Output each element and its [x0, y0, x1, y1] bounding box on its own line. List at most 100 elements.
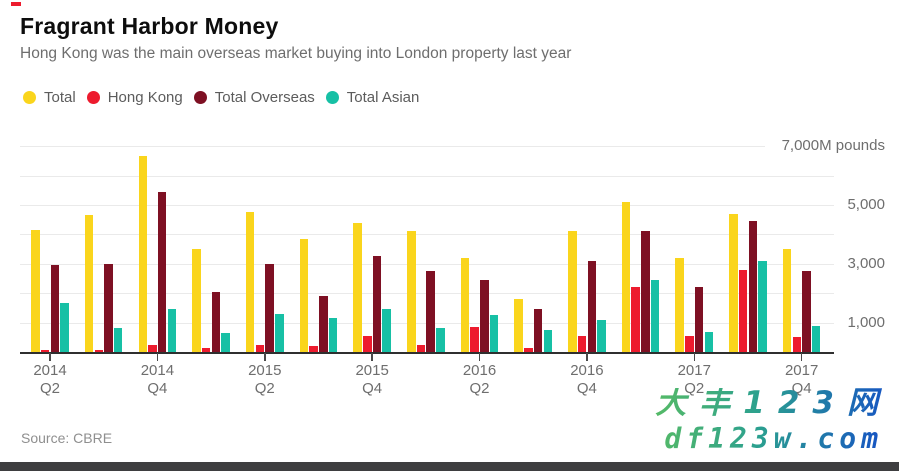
- x-axis-tick-2017-q4: [800, 353, 803, 361]
- chart-title: Fragrant Harbor Money: [20, 13, 279, 39]
- legend-item-total-overseas: Total Overseas: [193, 89, 315, 106]
- bar-total-asian-2015-q2: [275, 313, 284, 352]
- watermark: 大丰123网 df123w.com: [655, 388, 878, 453]
- bar-total-asian-2015-q3: [328, 318, 338, 352]
- gridline-4000: [20, 234, 834, 236]
- x-axis-tick-2014-q2: [49, 353, 51, 361]
- bar-total-2014-q3: [84, 215, 94, 352]
- bar-hong-kong-2016-q2: [470, 327, 479, 352]
- legend: Total Hong Kong Total Overseas Total Asi…: [23, 89, 419, 106]
- gridline-7000: [20, 146, 765, 148]
- bar-total-asian-2015-q4: [382, 309, 391, 352]
- x-axis-label-year-2014-q4: 2014: [140, 362, 175, 379]
- x-axis-label-year-2015-q2: 2015: [248, 362, 282, 379]
- bar-total-2015-q2: [245, 212, 255, 352]
- bar-total-2017-q2: [675, 257, 684, 352]
- x-axis-label-quarter-2015-q4: Q4: [362, 380, 383, 397]
- bar-total-asian-2017-q3: [758, 260, 767, 352]
- bar-total-overseas-2014-q4: [157, 191, 167, 352]
- source-note: Source: CBRE: [21, 430, 113, 446]
- x-axis-label-year-2014-q2: 2014: [33, 362, 67, 379]
- bar-hong-kong-2015-q1: [201, 348, 211, 352]
- bar-total-overseas-2017-q4: [802, 271, 811, 352]
- bar-total-asian-2014-q4: [167, 309, 177, 352]
- x-axis-tick-2015-q2: [264, 353, 266, 361]
- bar-total-overseas-2015-q3: [319, 296, 328, 352]
- bar-total-2017-q4: [782, 249, 792, 352]
- x-axis-tick-2016-q4: [586, 353, 588, 361]
- bar-total-asian-2017-q4: [811, 326, 821, 352]
- bar-total-overseas-2017-q3: [748, 221, 758, 352]
- bar-hong-kong-2015-q2: [255, 344, 265, 352]
- bar-total-2016-q1: [407, 231, 416, 352]
- bar-hong-kong-2017-q1: [631, 287, 640, 352]
- legend-label-total: Total: [44, 89, 76, 106]
- bar-total-asian-2016-q3: [543, 329, 552, 352]
- x-axis-label-year-2017-q4: 2017: [784, 362, 819, 379]
- bar-hong-kong-2017-q3: [738, 269, 748, 352]
- legend-dot-hong-kong-icon: [86, 91, 100, 104]
- x-axis-baseline: [20, 351, 834, 354]
- gridline-6000: [20, 175, 834, 177]
- bar-hong-kong-2017-q2: [685, 335, 694, 352]
- bar-total-2016-q3: [514, 299, 523, 352]
- bar-total-2017-q3: [729, 213, 738, 352]
- bottom-dark-bar: [0, 462, 899, 471]
- bar-hong-kong-2015-q3: [309, 346, 318, 352]
- gridline-5000: [20, 205, 834, 206]
- bar-total-asian-2016-q1: [436, 328, 445, 352]
- bar-hong-kong-2014-q2: [40, 349, 50, 352]
- x-axis-label-quarter-2014-q2: Q2: [39, 380, 60, 397]
- x-axis-tick-2014-q4: [156, 353, 159, 361]
- legend-item-total: Total: [23, 89, 76, 106]
- x-axis-label-quarter-2017-q4: Q4: [772, 380, 832, 398]
- x-axis-label-quarter-2016-q4: Q4: [576, 380, 597, 397]
- bar-hong-kong-2017-q4: [792, 337, 802, 352]
- bar-hong-kong-2014-q3: [94, 350, 104, 352]
- bar-hong-kong-2014-q4: [148, 344, 157, 352]
- bar-total-asian-2014-q2: [60, 303, 69, 352]
- bar-total-2016-q4: [568, 231, 577, 352]
- bar-total-2014-q4: [138, 156, 148, 352]
- legend-item-total-asian: Total Asian: [325, 89, 420, 106]
- legend-label-total-asian: Total Asian: [346, 89, 420, 106]
- legend-dot-total-icon: [23, 91, 36, 104]
- bar-total-overseas-2015-q4: [372, 256, 382, 352]
- bar-total-asian-2017-q1: [650, 279, 660, 352]
- y-axis-top-label: 7,000M pounds: [781, 137, 885, 155]
- x-axis-label-quarter-2016-q2: Q2: [469, 380, 490, 397]
- legend-dot-total-asian-icon: [325, 91, 339, 104]
- x-axis-label-year-2015-q4: 2015: [355, 362, 389, 379]
- bar-total-asian-2016-q2: [489, 315, 499, 352]
- chart-subtitle: Hong Kong was the main overseas market b…: [20, 45, 572, 62]
- y-axis-label-1000: 1,000: [847, 313, 885, 331]
- bar-hong-kong-2016-q4: [577, 335, 587, 352]
- bar-total-2015-q3: [299, 238, 309, 352]
- bar-total-overseas-2015-q1: [211, 291, 221, 352]
- bar-hong-kong-2015-q4: [363, 335, 372, 352]
- gridline-3000: [20, 263, 834, 265]
- legend-item-hong-kong: Hong Kong: [86, 89, 183, 106]
- x-axis-tick-2016-q2: [478, 353, 481, 361]
- bar-hong-kong-2016-q3: [524, 347, 533, 352]
- x-axis-label-year-2016-q4: 2016: [570, 362, 604, 379]
- red-accent-mark: [11, 2, 21, 6]
- x-axis-tick-2015-q4: [371, 353, 373, 361]
- bar-total-overseas-2016-q1: [426, 271, 435, 352]
- bar-total-overseas-2014-q2: [50, 265, 60, 352]
- bar-total-2017-q1: [621, 202, 631, 352]
- bar-total-overseas-2017-q2: [694, 287, 704, 352]
- x-axis-label-quarter-2017-q2: Q2: [664, 380, 724, 398]
- bar-total-overseas-2016-q2: [480, 279, 489, 352]
- bar-total-overseas-2016-q4: [587, 260, 596, 352]
- bar-total-asian-2017-q2: [704, 332, 714, 352]
- bar-total-overseas-2016-q3: [533, 309, 543, 352]
- watermark-line1: 大丰123网: [655, 385, 891, 421]
- bar-hong-kong-2016-q1: [416, 344, 426, 352]
- y-axis-label-5000: 5,000: [847, 196, 885, 213]
- bar-total-2015-q4: [353, 222, 362, 352]
- bar-total-2016-q2: [460, 257, 470, 352]
- legend-dot-total-overseas-icon: [193, 91, 207, 104]
- x-axis-label-year-2016-q2: 2016: [462, 362, 497, 379]
